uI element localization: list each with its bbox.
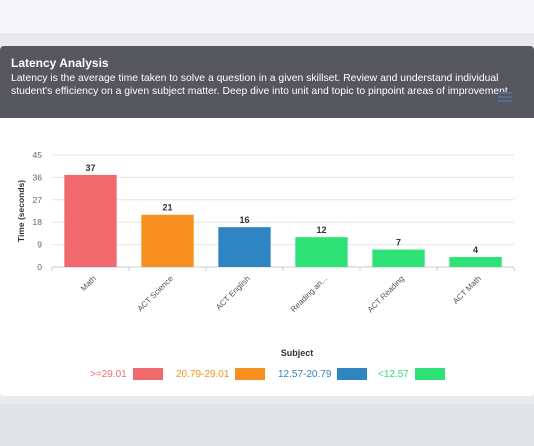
x-tick-label: Math [79, 274, 98, 293]
y-axis-title: Time (seconds) [16, 180, 26, 242]
legend-item[interactable]: >=29.01 [90, 367, 163, 381]
data-label: 4 [473, 245, 478, 255]
hamburger-menu-icon[interactable] [498, 92, 512, 102]
bar [64, 174, 117, 267]
y-tick-label: 36 [33, 172, 43, 182]
card-title: Latency Analysis [11, 56, 109, 70]
y-tick-label: 45 [33, 150, 43, 160]
legend-label: 20.79-29.01 [176, 368, 230, 380]
legend-swatch [337, 368, 368, 380]
legend-item[interactable]: 12.57-20.79 [278, 367, 368, 381]
y-tick-label: 18 [33, 217, 43, 227]
y-tick-label: 0 [37, 262, 42, 272]
data-label: 37 [85, 163, 95, 173]
x-tick-label: ACT Science [136, 274, 176, 314]
bar [372, 249, 425, 267]
data-label: 16 [239, 215, 249, 225]
x-axis-title: Subject [281, 348, 314, 358]
menu-line [498, 95, 512, 98]
card-header: Latency Analysis Latency is the average … [0, 46, 534, 118]
legend-label: <12.57 [378, 368, 409, 380]
legend-swatch [132, 368, 163, 380]
data-label: 21 [162, 203, 172, 213]
legend-item[interactable]: 20.79-29.01 [176, 367, 266, 381]
legend-item[interactable]: <12.57 [378, 367, 445, 381]
legend-swatch [235, 368, 266, 380]
menu-line [498, 99, 512, 102]
legend-label: 12.57-20.79 [278, 368, 332, 380]
top-strip [0, 0, 534, 35]
bar [218, 227, 271, 267]
bar [141, 214, 194, 267]
y-tick-label: 9 [37, 240, 42, 250]
bottom-strip [0, 404, 534, 446]
bar [449, 257, 502, 267]
card-description: Latency is the average time taken to sol… [11, 73, 511, 97]
data-label: 7 [396, 238, 401, 248]
bar-chart: 0 9 18 27 36 45 37 Math 21 ACT Science 16 ACT Engli… [16, 150, 515, 358]
x-tick-label: ACT English [214, 274, 252, 312]
x-tick-label: Reading an... [289, 274, 329, 314]
legend-label: >=29.01 [90, 368, 127, 380]
chart-legend: >=29.01 20.79-29.01 12.57-20.79 <12.57 [0, 367, 534, 383]
menu-line [498, 92, 512, 94]
legend-swatch [414, 368, 445, 380]
y-tick-label: 27 [33, 195, 43, 205]
bar [295, 237, 348, 267]
data-label: 12 [316, 225, 326, 235]
x-tick-label: ACT Math [451, 274, 483, 306]
x-tick-label: ACT Reading [366, 274, 406, 314]
